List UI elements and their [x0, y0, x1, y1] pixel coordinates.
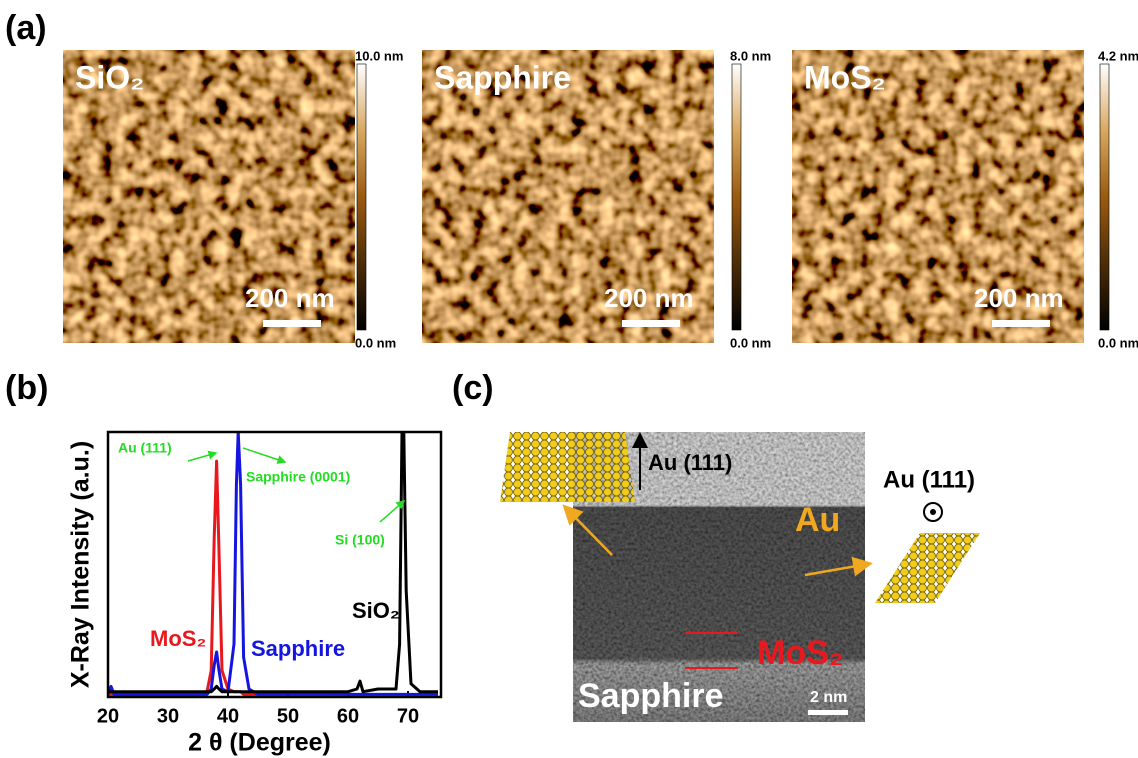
- panel-label: (b): [5, 369, 48, 407]
- afm-row: SiO₂ 200 nm 10.0 nm 0.0 nm Sapphire 200 nm 8.0…: [63, 48, 1138, 350]
- annotation: Au (111): [118, 440, 172, 456]
- colorbar-max: 10.0 nm: [355, 48, 403, 63]
- series-label: MoS₂: [150, 626, 206, 651]
- colorbar: [1100, 64, 1109, 330]
- scale-bar-label: 200 nm: [974, 283, 1064, 313]
- colorbar-max: 8.0 nm: [730, 48, 771, 63]
- x-tick-label: 70: [397, 705, 419, 727]
- scale-bar-label: 2 nm: [810, 689, 847, 706]
- colorbar-min: 0.0 nm: [355, 335, 396, 350]
- x-tick-label: 40: [217, 705, 239, 727]
- annotation-arrow: [243, 448, 285, 462]
- atom-lattice: [875, 533, 980, 603]
- colorbar-min: 0.0 nm: [730, 335, 771, 350]
- afm-title: MoS₂: [804, 59, 886, 95]
- colorbar: [357, 64, 366, 330]
- y-axis-label: X-Ray Intensity (a.u.): [67, 441, 95, 688]
- scale-bar: [992, 320, 1050, 327]
- scale-bar: [622, 320, 680, 327]
- tem-panel: Au (111) Au MoS₂ Sapphire 2 nm Au (111): [500, 432, 980, 722]
- figure: (a) SiO₂ 200 nm 10.0 nm 0.0 nm Sapphire 200 n…: [0, 0, 1138, 758]
- x-tick-label: 50: [277, 705, 299, 727]
- annotation: Si (100): [335, 532, 385, 548]
- tem-label: Au (111): [648, 450, 732, 475]
- afm-title: Sapphire: [434, 59, 571, 95]
- scale-bar: [808, 710, 848, 715]
- scale-bar: [263, 320, 321, 327]
- colorbar-max: 4.2 nm: [1098, 48, 1138, 63]
- x-tick-label: 30: [157, 705, 179, 727]
- atom-lattice: [500, 432, 635, 502]
- series-label: SiO₂: [352, 598, 400, 623]
- colorbar-min: 0.0 nm: [1098, 335, 1138, 350]
- x-tick-label: 20: [97, 705, 119, 727]
- zone-axis-symbol: [930, 509, 936, 515]
- annotation-arrow: [188, 453, 216, 461]
- x-tick-label: 60: [337, 705, 359, 727]
- tem-label: MoS₂: [757, 634, 844, 672]
- annotation: Sapphire (0001): [246, 469, 350, 485]
- tem-label: Sapphire: [578, 677, 723, 715]
- panel-label: (c): [452, 369, 494, 407]
- series-label: Sapphire: [251, 636, 345, 661]
- zone-axis-label: Au (111): [883, 466, 975, 493]
- colorbar: [732, 64, 741, 330]
- x-axis-label: 2 θ (Degree): [188, 729, 331, 757]
- scale-bar-label: 200 nm: [604, 283, 694, 313]
- xrd-chart: 20 30 40 50 60 70 2 θ (Degree) X-Ray Intensity …: [67, 432, 441, 757]
- panel-label: (a): [5, 9, 47, 47]
- scale-bar-label: 200 nm: [245, 283, 335, 313]
- tem-label: Au: [795, 501, 840, 539]
- afm-title: SiO₂: [75, 59, 144, 95]
